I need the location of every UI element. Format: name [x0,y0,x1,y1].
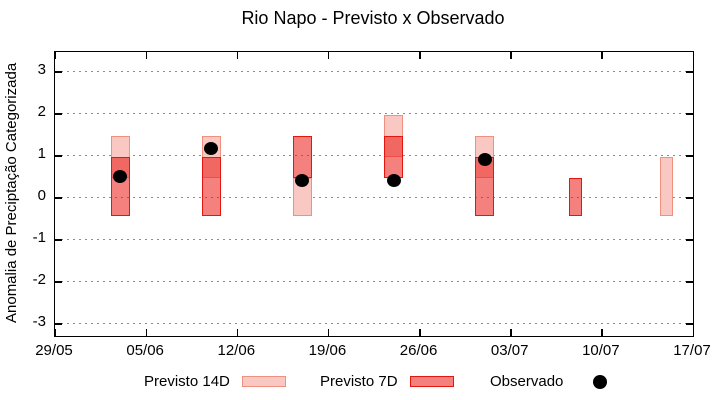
x-tick-bottom [236,329,239,336]
gridline-y3 [55,71,693,72]
gridline-y-1 [55,239,693,240]
y-tick-label: 0 [37,187,46,204]
gridline-y2 [55,113,693,114]
y-tick-label: -3 [32,313,46,330]
y-tick-label: 1 [37,145,46,162]
legend-swatch-previsto-7d [409,376,454,387]
x-tick-top [510,52,512,59]
y-tick-left [55,155,62,157]
bar-previsto-7d [110,157,130,216]
bar-previsto-7d [475,157,495,216]
observado-dot [295,173,310,187]
observado-dot [477,152,492,166]
y-tick-left [55,71,62,73]
x-tick-label: 19/06 [308,342,347,359]
x-tick-top [692,52,694,59]
gridline-y-2 [55,281,693,282]
plot-area [54,51,694,337]
x-tick-bottom [419,329,421,336]
legend-item-previsto-7d: Previsto 7D [320,373,454,390]
y-tick-right [686,197,693,199]
bar-previsto-7d [201,157,221,216]
y-tick-label: -1 [32,229,46,246]
bar-previsto-7d [384,136,404,179]
observado-dot [113,169,128,183]
y-tick-right [686,239,693,241]
y-tick-right [686,71,693,73]
x-tick-label: 26/06 [399,342,438,359]
x-tick-bottom [54,329,56,336]
chart-title: Rio Napo - Previsto x Observado [241,8,505,28]
observado-dot [386,173,401,187]
legend-marker-observado-dot [593,374,608,389]
x-tick-top [54,52,56,59]
legend-item-observado: Observado [490,373,608,390]
legend-item-previsto-14d: Previsto 14D [144,373,286,390]
x-tick-top [601,52,603,59]
y-tick-left [55,113,62,115]
bar-previsto-7d [569,178,583,216]
y-tick-left [55,323,62,325]
y-tick-left [55,239,62,241]
legend-label-previsto-14d: Previsto 14D [144,373,230,390]
bar-previsto-14d [660,157,674,216]
y-tick-label: 3 [37,61,46,78]
x-tick-bottom [510,329,512,336]
gridline-y-3 [55,323,693,324]
x-tick-label: 17/07 [673,342,711,359]
legend-label-previsto-7d: Previsto 7D [320,373,398,390]
x-tick-bottom [692,329,694,336]
x-tick-label: 05/06 [126,342,164,359]
x-tick-label: 12/06 [217,342,256,359]
y-tick-label: -2 [32,271,46,288]
gridline-y0 [55,197,693,198]
y-tick-right [686,281,693,283]
observado-dot [204,142,219,156]
y-tick-right [686,113,693,115]
x-tick-label: 10/07 [582,342,620,359]
x-tick-bottom [327,329,330,336]
legend-swatch-previsto-14d [241,376,286,387]
x-tick-bottom [145,329,148,336]
x-tick-top [327,52,330,59]
y-tick-left [55,197,62,199]
y-tick-left [55,281,62,283]
gridline-y1 [55,155,693,156]
bar-previsto-7d [292,136,312,179]
y-tick-right [686,155,693,157]
y-tick-label: 2 [37,103,46,120]
y-tick-right [686,323,693,325]
x-tick-top [145,52,148,59]
x-tick-top [419,52,421,59]
legend-label-observado: Observado [490,373,564,390]
x-tick-top [236,52,239,59]
x-tick-label: 03/07 [490,342,529,359]
x-tick-label: 29/05 [35,342,73,359]
x-tick-bottom [601,329,603,336]
